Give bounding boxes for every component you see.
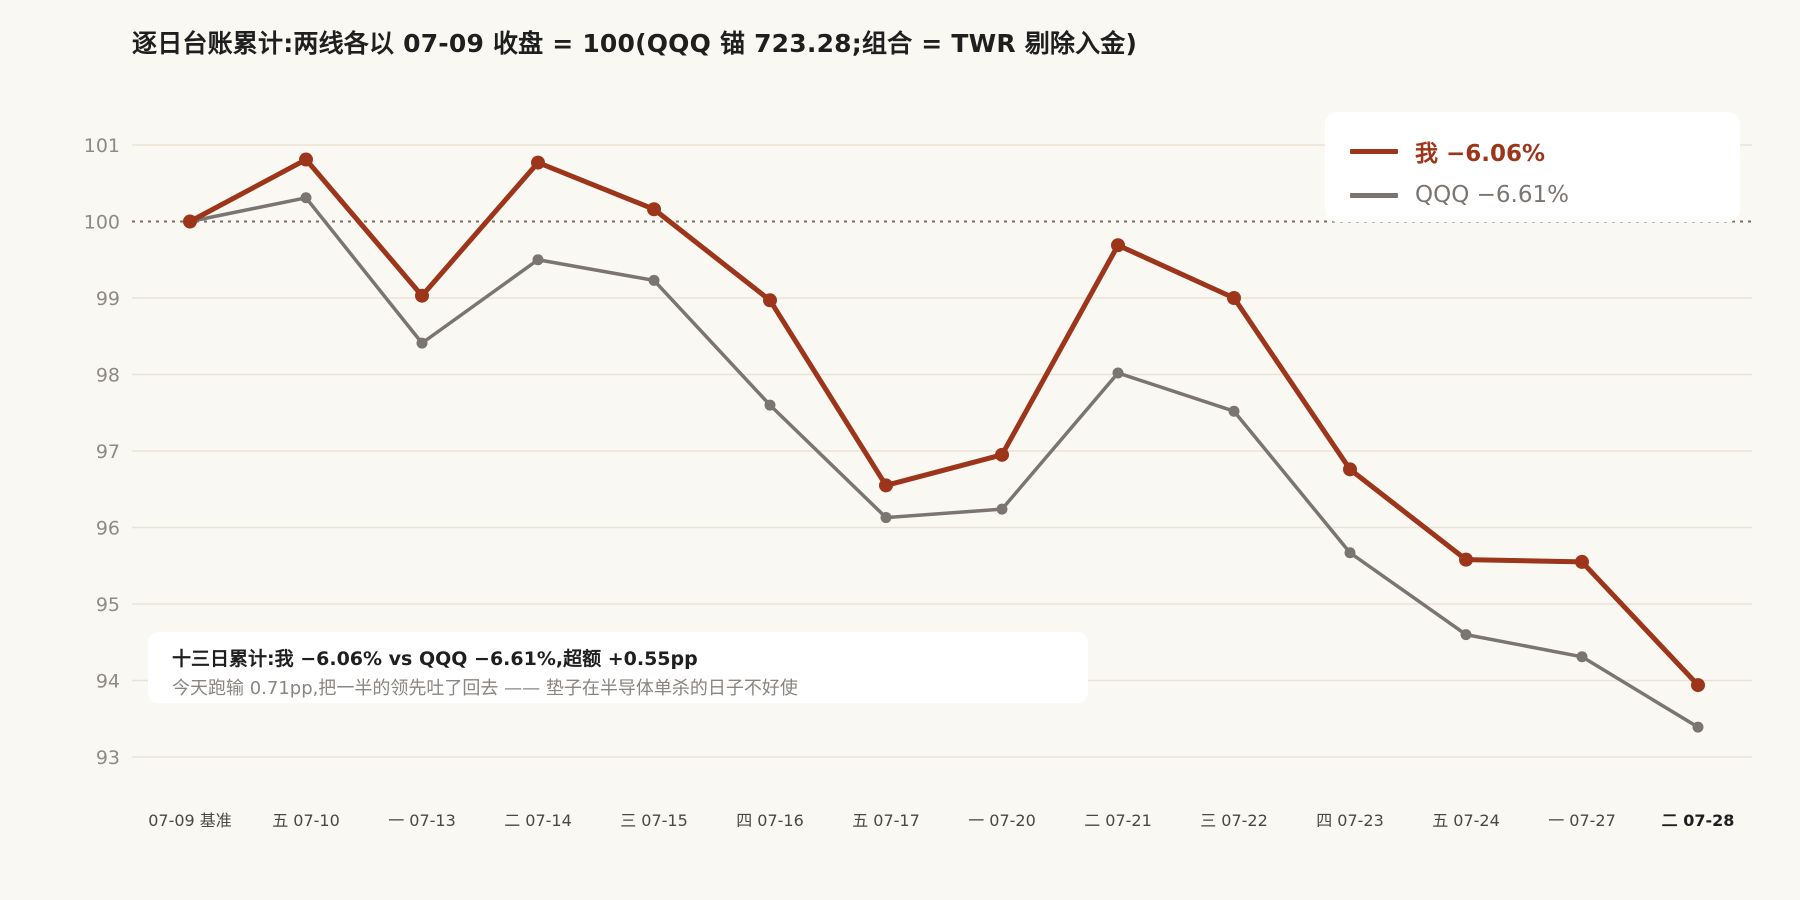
portfolio-point <box>299 152 313 167</box>
qqq-point <box>648 274 660 286</box>
portfolio-point <box>1343 462 1357 477</box>
legend-swatch-qqq <box>1350 192 1398 198</box>
portfolio-point <box>1691 678 1705 693</box>
x-tick-label: 三 07-15 <box>620 811 688 830</box>
legend-item-qqq: QQQ −6.61% <box>1350 180 1569 210</box>
x-axis-ticks: 07-09 基准 五 07-10 一 07-13 二 07-14 三 07-15 四 07… <box>148 811 1734 830</box>
qqq-point <box>416 337 428 349</box>
x-tick-label: 二 07-14 <box>504 811 572 830</box>
qqq-line <box>188 196 1700 729</box>
portfolio-point <box>183 214 197 229</box>
qqq-point <box>764 399 776 411</box>
legend-item-portfolio: 我 −6.06% <box>1350 136 1546 167</box>
y-axis-ticks: 93 94 95 96 97 98 99 100 101 <box>84 135 120 769</box>
portfolio-point <box>415 288 429 303</box>
y-tick-label: 93 <box>96 747 120 769</box>
y-tick-label: 97 <box>96 441 120 463</box>
series-qqq <box>184 192 1704 733</box>
qqq-point <box>996 503 1008 515</box>
portfolio-point <box>879 478 893 493</box>
qqq-point <box>1344 547 1356 559</box>
qqq-point <box>1460 629 1472 641</box>
y-tick-label: 94 <box>96 671 120 693</box>
y-tick-label: 100 <box>84 212 120 234</box>
legend-label-qqq: QQQ −6.61% <box>1415 182 1569 208</box>
qqq-point <box>532 254 544 266</box>
y-tick-label: 98 <box>96 365 120 387</box>
portfolio-point <box>995 447 1009 462</box>
portfolio-point <box>1111 238 1125 253</box>
x-tick-label: 一 07-20 <box>968 811 1036 830</box>
y-tick-label: 101 <box>84 135 120 157</box>
qqq-point <box>300 192 312 204</box>
portfolio-point <box>1459 552 1473 567</box>
x-tick-label: 07-09 基准 <box>148 811 232 830</box>
x-tick-label: 五 07-10 <box>272 811 340 830</box>
annotation-detail: 今天跑输 0.71pp,把一半的领先吐了回去 —— 垫子在半导体单杀的日子不好使 <box>172 678 798 699</box>
series-group <box>183 152 1705 733</box>
y-tick-label: 96 <box>96 518 120 540</box>
portfolio-line <box>187 157 1701 688</box>
portfolio-point <box>763 293 777 308</box>
series-portfolio <box>183 152 1705 693</box>
x-tick-label: 五 07-17 <box>852 811 920 830</box>
x-tick-label: 二 07-28 <box>1662 811 1735 830</box>
qqq-point <box>880 512 892 524</box>
x-tick-label: 一 07-27 <box>1548 811 1616 830</box>
legend: 我 −6.06% QQQ −6.61% <box>1325 112 1740 222</box>
x-tick-label: 二 07-21 <box>1084 811 1152 830</box>
annotation-headline: 十三日累计:我 −6.06% vs QQQ −6.61%,超额 +0.55pp <box>172 648 698 670</box>
x-tick-label: 一 07-13 <box>388 811 456 830</box>
portfolio-point <box>531 155 545 170</box>
legend-swatch-portfolio <box>1350 148 1398 154</box>
x-tick-label: 四 07-23 <box>1316 811 1384 830</box>
chart-title: 逐日台账累计:两线各以 07-09 收盘 = 100(QQQ 锚 723.28;… <box>132 29 1138 58</box>
y-tick-label: 99 <box>96 288 120 310</box>
portfolio-point <box>1575 554 1589 569</box>
summary-annotation: 十三日累计:我 −6.06% vs QQQ −6.61%,超额 +0.55pp … <box>148 632 1088 703</box>
legend-label-portfolio: 我 −6.06% <box>1415 141 1546 167</box>
qqq-point <box>1576 651 1588 663</box>
x-tick-label: 三 07-22 <box>1200 811 1268 830</box>
qqq-point <box>1112 367 1124 379</box>
x-tick-label: 五 07-24 <box>1432 811 1500 830</box>
qqq-point <box>1692 721 1704 733</box>
x-tick-label: 四 07-16 <box>736 811 804 830</box>
portfolio-point <box>647 202 661 217</box>
qqq-point <box>1228 405 1240 417</box>
y-tick-label: 95 <box>96 594 120 616</box>
portfolio-point <box>1227 291 1241 305</box>
